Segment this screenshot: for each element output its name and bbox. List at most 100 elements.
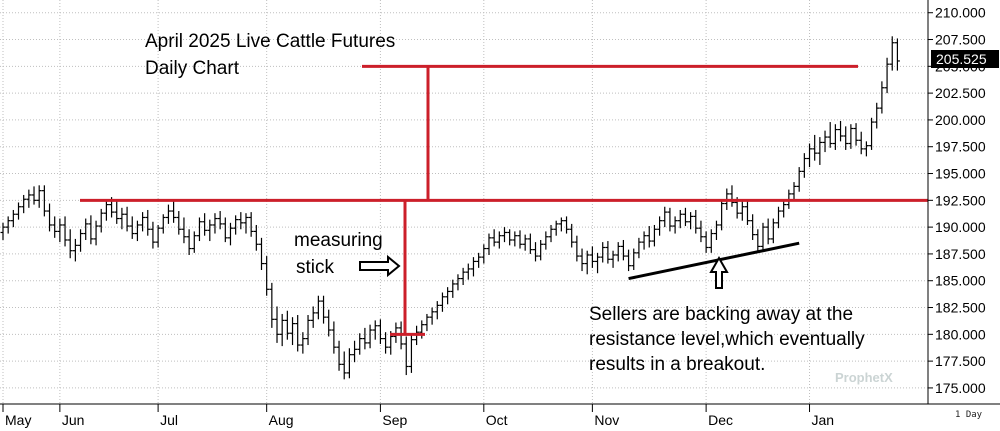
- ohlc-bar: [894, 38, 900, 71]
- ohlc-bar: [801, 153, 807, 178]
- ohlc-bar: [858, 131, 864, 155]
- ohlc-bar: [491, 229, 497, 247]
- ohlc-bar: [781, 200, 787, 218]
- ohlc-bar: [843, 126, 849, 150]
- ohlc-bar: [600, 242, 606, 263]
- x-tick-label: Jul: [160, 412, 178, 428]
- y-tick-label: 200.000: [935, 112, 986, 128]
- ohlc-bar: [651, 224, 657, 247]
- ohlc-bar: [41, 185, 47, 217]
- ohlc-bar: [729, 185, 735, 207]
- ohlc-bar: [543, 231, 549, 250]
- ohlc-bar: [140, 212, 146, 232]
- ohlc-bar: [383, 332, 389, 354]
- x-tick-label: Jun: [62, 412, 85, 428]
- ohlc-bar: [615, 242, 621, 262]
- annotation-note-line2: resistance level,which eventually: [589, 329, 865, 350]
- ohlc-bar: [88, 215, 94, 245]
- y-tick-label: 192.500: [935, 192, 986, 208]
- ohlc-bar: [269, 282, 275, 328]
- ohlc-bar: [403, 336, 409, 376]
- ohlc-bar: [124, 206, 130, 232]
- ohlc-bar: [331, 321, 337, 354]
- ohlc-bar: [103, 199, 109, 221]
- ohlc-bar: [57, 218, 63, 243]
- ohlc-bar: [688, 212, 694, 230]
- ohlc-bar: [569, 223, 575, 248]
- y-tick-label: 197.500: [935, 139, 986, 155]
- ohlc-bar: [253, 224, 259, 251]
- ohlc-bar: [196, 217, 202, 242]
- y-axis: 175.000 177.500 180.000 182.500 185.000 187.5…: [927, 0, 986, 404]
- ohlc-bar: [713, 220, 719, 240]
- ohlc-bar: [429, 307, 435, 325]
- y-tick-label: 195.000: [935, 166, 986, 182]
- ohlc-bar: [439, 292, 445, 312]
- ohlc-bar: [243, 213, 249, 234]
- ohlc-bar: [527, 233, 533, 254]
- chart-title: April 2025 Live Cattle Futures: [145, 31, 395, 52]
- ohlc-bar: [16, 202, 22, 220]
- ohlc-bar: [150, 221, 156, 249]
- y-tick-label: 187.500: [935, 246, 986, 262]
- ohlc-bar: [698, 220, 704, 243]
- ohlc-bar: [657, 216, 663, 236]
- ohlc-bar: [755, 229, 761, 251]
- ohlc-bar: [796, 167, 802, 192]
- ohlc-bar: [393, 322, 399, 343]
- y-tick-label: 190.000: [935, 219, 986, 235]
- ohlc-bar: [155, 224, 161, 248]
- ohlc-bar: [83, 218, 89, 240]
- ohlc-bar: [52, 216, 58, 238]
- ohlc-bar: [186, 229, 192, 255]
- ohlc-bar: [367, 324, 373, 349]
- ohlc-bar: [336, 340, 342, 371]
- ohlc-bar: [538, 239, 544, 261]
- ohlc-bar: [631, 248, 637, 270]
- ohlc-bar: [47, 203, 53, 232]
- ohlc-bar: [522, 234, 528, 251]
- ohlc-bar: [119, 207, 125, 230]
- ohlc-bar: [605, 241, 611, 264]
- ohlc-bar: [460, 267, 466, 286]
- x-tick-label: Sep: [382, 412, 407, 428]
- ohlc-bar: [326, 309, 332, 337]
- ohlc-bar: [838, 120, 844, 142]
- ohlc-bar: [67, 229, 73, 259]
- ohlc-bar: [300, 332, 306, 354]
- ohlc-bar: [352, 340, 358, 363]
- ohlc-bar: [321, 295, 327, 324]
- interval-label: 1 Day: [955, 410, 983, 420]
- ohlc-bar: [507, 229, 513, 246]
- annotation-note-line1: Sellers are backing away at the: [589, 304, 853, 325]
- ohlc-bar: [434, 301, 440, 320]
- ohlc-bar: [807, 143, 813, 168]
- ohlc-bar: [31, 186, 37, 205]
- ohlc-bar: [346, 348, 352, 379]
- support-trendline: [628, 241, 800, 281]
- ohlc-bar: [501, 227, 507, 243]
- ohlc-bar: [357, 333, 363, 355]
- ohlc-bar: [191, 231, 197, 253]
- ohlc-bar: [248, 212, 254, 237]
- ohlc-bar: [222, 217, 228, 243]
- price-label-text: 205.525: [936, 51, 987, 67]
- ohlc-bar: [770, 218, 776, 244]
- ohlc-bar: [672, 216, 678, 234]
- annotation-measuring: measuring: [294, 230, 383, 251]
- ohlc-bar: [646, 226, 652, 248]
- annotation-lines: [80, 64, 928, 336]
- ohlc-bar: [682, 207, 688, 227]
- ohlc-bar: [181, 217, 187, 244]
- ohlc-bar: [455, 274, 461, 291]
- ohlc-bar: [470, 257, 476, 277]
- ohlc-bar: [517, 230, 523, 249]
- ohlc-bar: [848, 124, 854, 149]
- ohlc-bar: [703, 231, 709, 253]
- x-tick-label: Oct: [486, 412, 508, 428]
- ohlc-bar: [874, 102, 880, 129]
- ohlc-bar: [259, 237, 264, 270]
- ohlc-bar: [93, 220, 99, 246]
- ohlc-bar: [533, 242, 539, 262]
